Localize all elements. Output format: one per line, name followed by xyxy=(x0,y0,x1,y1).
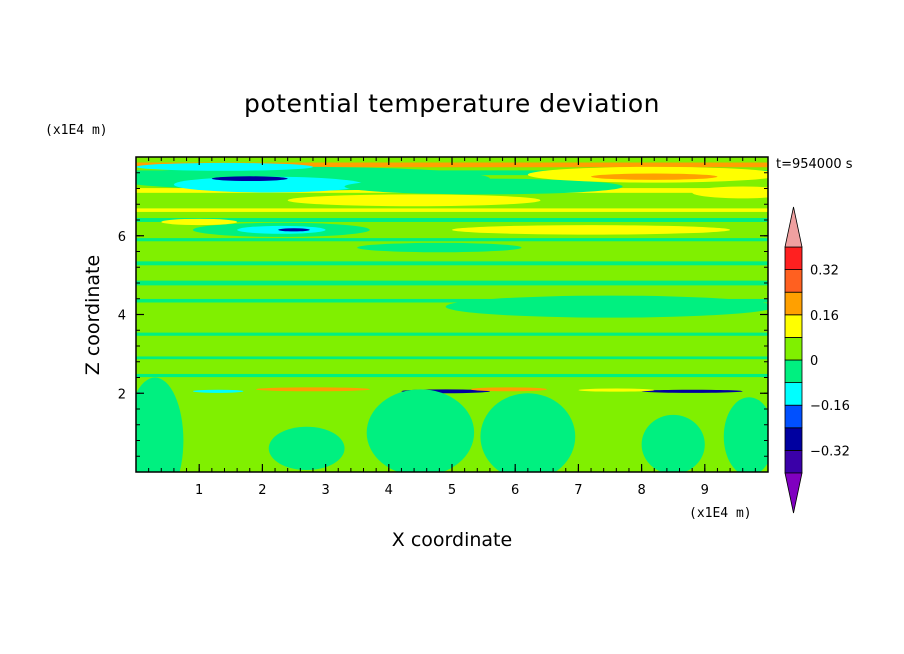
colorbar-tick-label: −0.16 xyxy=(810,399,850,414)
axis-ticks: 1 2 3 4 5 6 7 8 9 2 4 6 xyxy=(118,157,769,498)
contour-band xyxy=(136,356,768,360)
chart-title: potential temperature deviation xyxy=(244,89,660,118)
contour-blob xyxy=(357,242,522,253)
contour-blob xyxy=(161,218,238,226)
contour-band xyxy=(136,208,768,212)
colorbar-box xyxy=(784,404,803,429)
y-tick-label: 4 xyxy=(118,309,126,324)
y-tick-label: 6 xyxy=(118,230,126,245)
x-tick-label: 9 xyxy=(701,483,709,498)
contour-blob xyxy=(136,377,184,472)
colorbar-tick-label: 0.16 xyxy=(810,309,839,324)
contour-band xyxy=(136,238,768,242)
contour-blob xyxy=(723,397,768,472)
contour-blob xyxy=(344,178,623,195)
colorbar: 0.32 0.16 0 −0.16 −0.32 xyxy=(784,206,850,514)
x-tick-label: 8 xyxy=(637,483,645,498)
contour-blob xyxy=(136,162,313,171)
contour-blob xyxy=(470,387,547,392)
contour-blob xyxy=(578,388,655,392)
contour-band xyxy=(136,332,768,336)
contour-blob xyxy=(268,426,345,471)
contour-band xyxy=(136,261,768,266)
colorbar-box xyxy=(784,291,803,316)
contour-blob xyxy=(641,389,743,393)
contour-blob xyxy=(278,228,310,232)
colorbar-upper-arrow xyxy=(784,206,803,248)
x-tick-label: 1 xyxy=(195,483,203,498)
contour-blob xyxy=(445,295,768,318)
contour-blob xyxy=(192,389,244,393)
x-tick-label: 5 xyxy=(448,483,456,498)
colorbar-box xyxy=(784,382,803,406)
x-axis-label: X coordinate xyxy=(392,529,512,551)
contour-blob xyxy=(366,389,475,472)
contour-blob xyxy=(287,194,541,207)
y-tick-label: 2 xyxy=(118,387,126,402)
colorbar-box xyxy=(784,269,803,293)
colorbar-tick-label: 0 xyxy=(810,354,818,369)
colorbar-box xyxy=(784,246,803,271)
contour-blob xyxy=(480,393,576,472)
contour-blob xyxy=(641,414,705,472)
x-tick-label: 6 xyxy=(511,483,519,498)
contour-blob xyxy=(173,176,364,193)
colorbar-box xyxy=(784,449,803,474)
contour-blob xyxy=(591,173,718,180)
x-tick-label: 2 xyxy=(258,483,266,498)
contour-band xyxy=(136,298,768,303)
contour-band xyxy=(136,373,768,378)
colorbar-box xyxy=(784,359,803,384)
contour-blob xyxy=(452,225,731,235)
x-tick-label: 7 xyxy=(574,483,582,498)
colorbar-box xyxy=(784,314,803,338)
contour-band xyxy=(136,280,768,286)
x-tick-label: 3 xyxy=(321,483,329,498)
colorbar-tick-label: −0.32 xyxy=(810,444,850,459)
y-unit-label: (x1E4 m) xyxy=(45,123,108,138)
colorbar-box xyxy=(784,427,803,451)
x-unit-label: (x1E4 m) xyxy=(689,506,752,521)
colorbar-box xyxy=(784,336,803,361)
contour-band xyxy=(136,218,768,222)
colorbar-tick-label: 0.32 xyxy=(810,264,839,279)
y-axis-label: Z coordinate xyxy=(82,255,104,375)
contour-blob xyxy=(211,176,288,182)
time-label: t=954000 s xyxy=(776,157,853,172)
x-tick-label: 4 xyxy=(385,483,393,498)
contour-blob xyxy=(692,186,768,199)
contour-blob xyxy=(256,387,370,392)
contour-field xyxy=(136,157,768,472)
colorbar-lower-arrow xyxy=(784,472,803,514)
